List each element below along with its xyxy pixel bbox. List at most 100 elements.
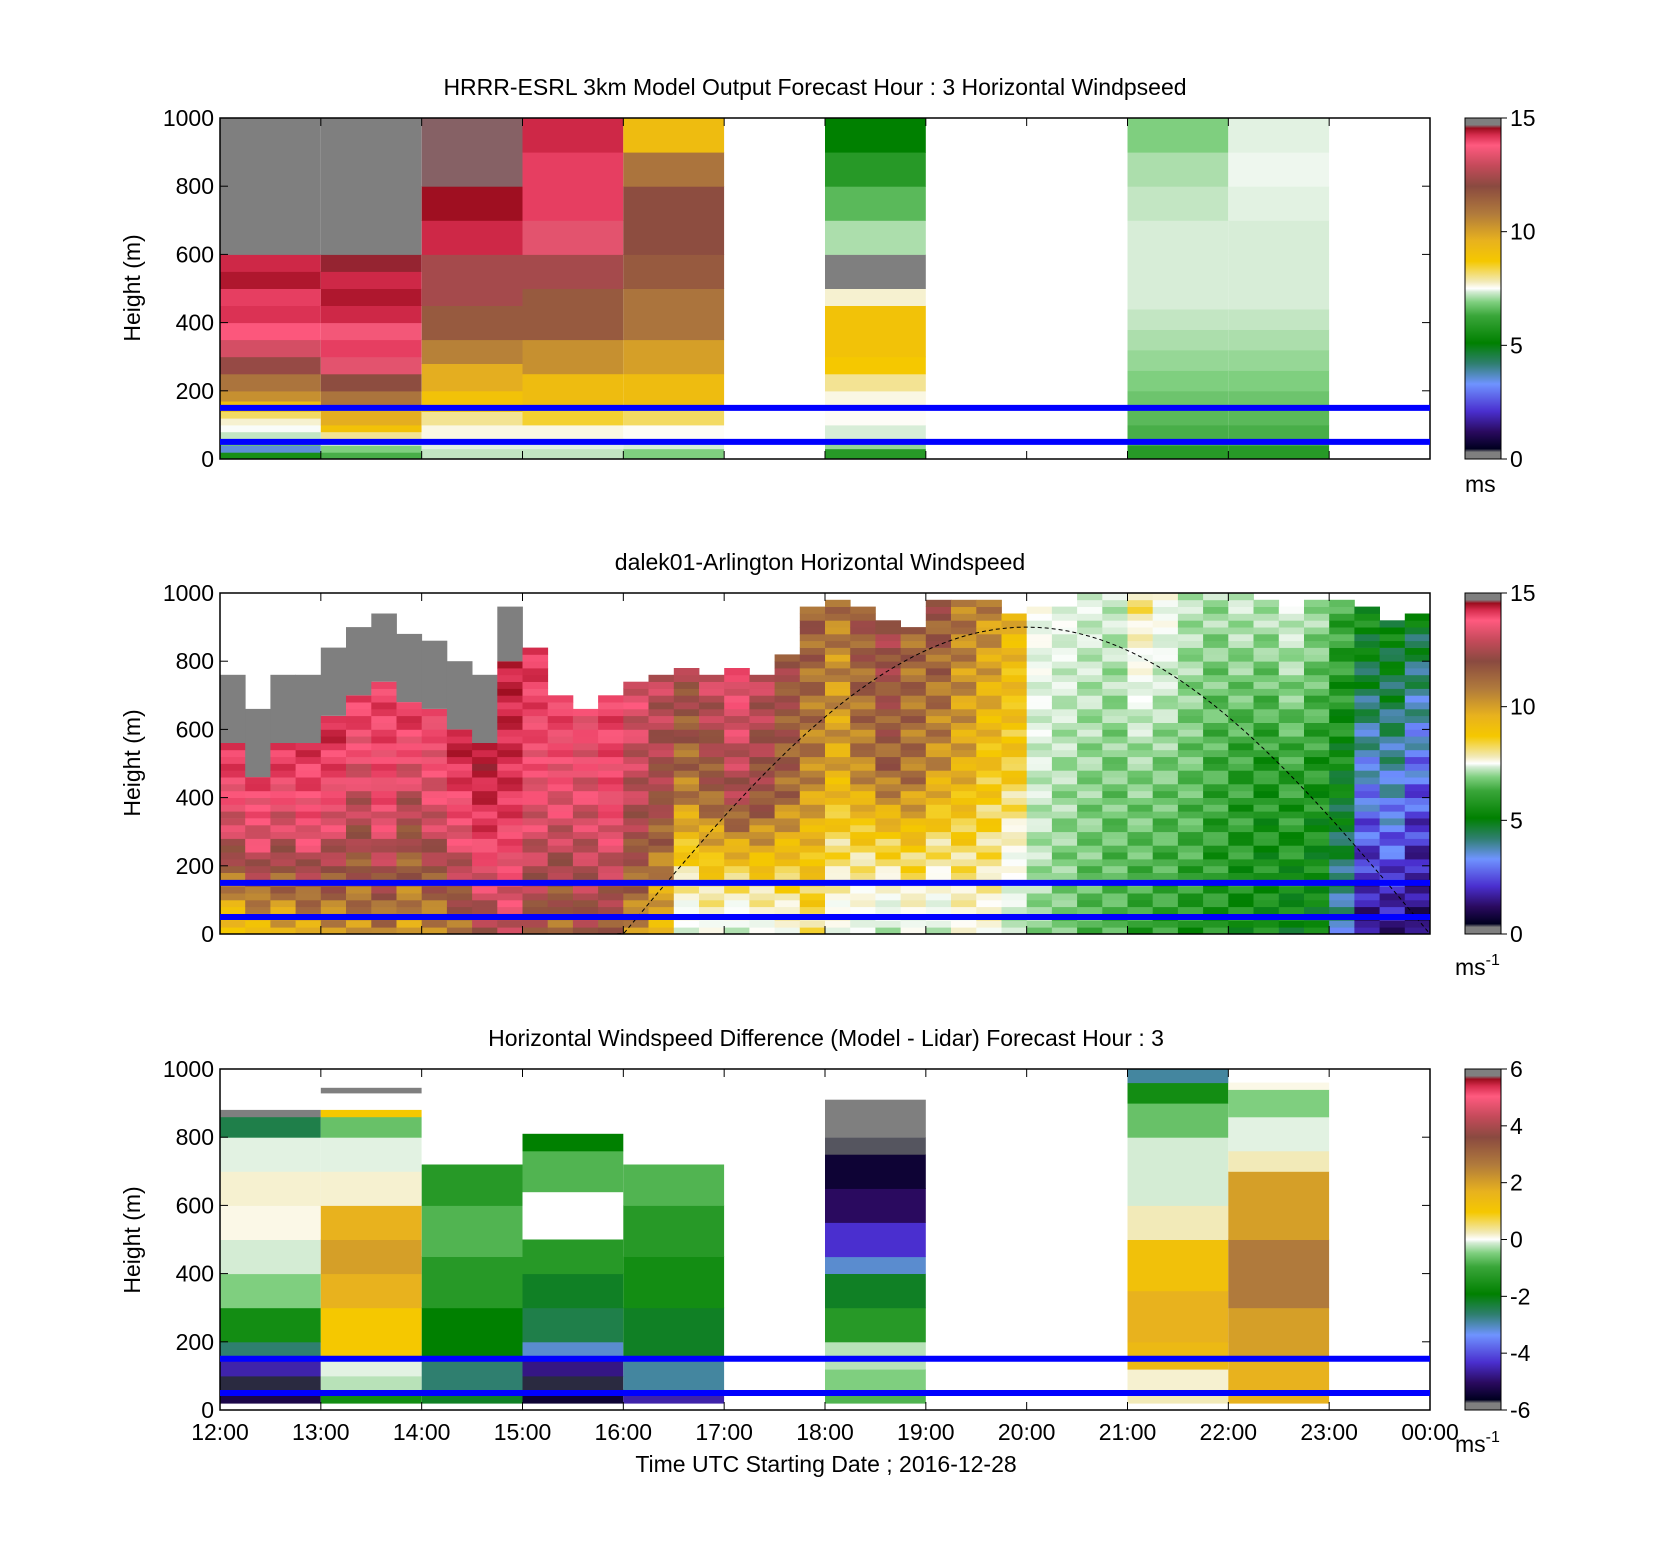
heatmap-cell (346, 852, 372, 860)
heatmap-cell (900, 784, 927, 792)
heatmap-cell (396, 790, 423, 798)
heatmap-cell (699, 681, 725, 689)
heatmap-cell (295, 797, 322, 805)
heatmap-cell (724, 736, 750, 744)
heatmap-cell (270, 906, 296, 914)
heatmap-cell (1354, 906, 1380, 914)
heatmap-cell (1152, 824, 1179, 833)
heatmap-cell (446, 736, 473, 744)
heatmap-cell (699, 702, 725, 710)
heatmap-cell (825, 599, 851, 607)
heatmap-cell (1228, 872, 1254, 880)
x-tick-label: 12:00 (191, 1419, 249, 1445)
x-tick-label: 17:00 (695, 1419, 753, 1445)
heatmap-cell (572, 770, 599, 778)
heatmap-cell (1354, 627, 1380, 635)
heatmap-cell (522, 1358, 624, 1377)
heatmap-cell (1152, 593, 1179, 601)
heatmap-cell (1001, 627, 1028, 635)
heatmap-cell (320, 865, 347, 873)
heatmap-cell (1329, 633, 1355, 642)
heatmap-cell (1304, 668, 1330, 676)
heatmap-cell (648, 674, 675, 682)
heatmap-cell (774, 804, 801, 812)
heatmap-cell (1379, 647, 1406, 655)
heatmap-cell (1203, 784, 1229, 792)
heatmap-cell (951, 606, 977, 614)
heatmap-cell (497, 708, 523, 717)
heatmap-cell (648, 770, 675, 778)
heatmap-cell (850, 613, 876, 621)
heatmap-cell (1203, 859, 1229, 867)
heatmap-cell (547, 804, 574, 812)
heatmap-cell (295, 790, 322, 798)
heatmap-cell (346, 702, 372, 710)
heatmap-cell (1127, 661, 1154, 669)
heatmap-cell (220, 339, 321, 358)
heatmap-cell (1253, 811, 1280, 819)
heatmap-cell (346, 872, 372, 880)
heatmap-cell (623, 804, 649, 812)
heatmap-cell (825, 893, 851, 901)
heatmap-cell (220, 431, 321, 439)
heatmap-cell (320, 1205, 422, 1240)
heatmap-cell (522, 715, 549, 723)
heatmap-cell (749, 906, 775, 914)
heatmap-cell (850, 627, 876, 635)
heatmap-cell (1026, 920, 1053, 928)
heatmap-cell (1127, 349, 1229, 371)
heatmap-cell (245, 708, 271, 778)
heatmap-cell (850, 749, 876, 758)
heatmap-cell (951, 654, 977, 662)
heatmap-cell (699, 790, 725, 798)
heatmap-cell (1228, 715, 1254, 723)
heatmap-cell (976, 777, 1002, 785)
heatmap-cell (1278, 695, 1305, 703)
heatmap-cell (825, 305, 926, 358)
heatmap-cell (799, 661, 826, 669)
heatmap-cell (421, 927, 448, 935)
heatmap-cell (1304, 743, 1330, 751)
heatmap-cell (1354, 838, 1380, 846)
heatmap-cell (1152, 633, 1179, 642)
heatmap-cell (1026, 620, 1053, 628)
heatmap-cell (1077, 708, 1103, 717)
heatmap-cell (1278, 681, 1305, 689)
heatmap-cell (598, 818, 624, 826)
heatmap-cell (1127, 220, 1229, 255)
heatmap-cell (245, 899, 271, 908)
heatmap-cell (850, 695, 876, 703)
heatmap-cell (1026, 838, 1053, 846)
heatmap-cell (1177, 852, 1204, 860)
heatmap-cell (1152, 818, 1179, 826)
x-tick-label: 21:00 (1099, 1419, 1157, 1445)
heatmap-cell (1026, 749, 1053, 758)
heatmap-cell (522, 1307, 624, 1343)
heatmap-cell (320, 118, 422, 255)
heatmap-cell (1253, 790, 1280, 798)
heatmap-cell (799, 770, 826, 778)
heatmap-cell (371, 790, 397, 798)
heatmap-cell (522, 220, 624, 255)
heatmap-cell (774, 729, 801, 737)
heatmap-cell (320, 445, 422, 453)
heatmap-cell (421, 254, 523, 306)
heatmap-cell (320, 749, 347, 758)
heatmap-cell (320, 1239, 422, 1275)
heatmap-cell (951, 859, 977, 867)
heatmap-cell (1203, 688, 1229, 696)
heatmap-cell (346, 818, 372, 826)
heatmap-cell (724, 749, 750, 758)
heatmap-cell (925, 784, 952, 792)
heatmap-cell (825, 749, 851, 758)
heatmap-cell (295, 770, 322, 778)
colorbar-tick-label: 5 (1510, 332, 1523, 358)
heatmap-cell (320, 899, 347, 908)
heatmap-cell (497, 927, 523, 935)
heatmap-cell (951, 613, 977, 621)
heatmap-cell (1127, 790, 1154, 798)
heatmap-cell (850, 865, 876, 873)
heatmap-cell (522, 736, 549, 744)
heatmap-cell (623, 729, 649, 737)
heatmap-cell (220, 1273, 321, 1309)
